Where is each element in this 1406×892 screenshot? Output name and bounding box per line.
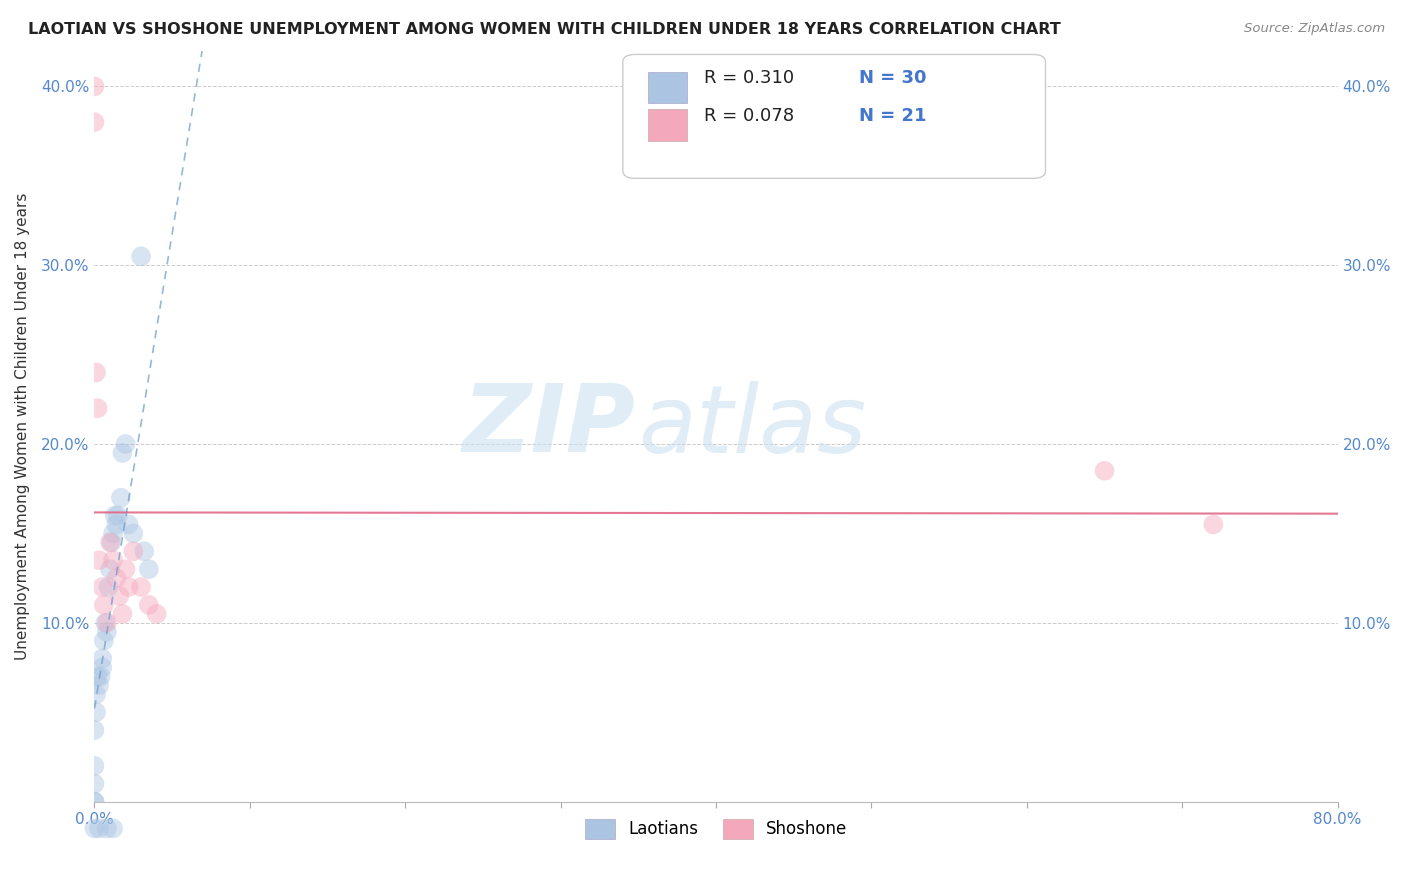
Point [96, 615, 118, 630]
Point [122, 544, 145, 558]
FancyBboxPatch shape [648, 109, 688, 141]
Point [101, 553, 124, 567]
Point [89, 678, 111, 692]
Point [86, 401, 108, 416]
Point [86, 669, 108, 683]
Point [94, 615, 117, 630]
Point [91, 580, 114, 594]
Point [98, 562, 121, 576]
Point [114, 562, 136, 576]
Text: LAOTIAN VS SHOSHONE UNEMPLOYMENT AMONG WOMEN WITH CHILDREN UNDER 18 YEARS CORREL: LAOTIAN VS SHOSHONE UNEMPLOYMENT AMONG W… [28, 22, 1062, 37]
Y-axis label: Unemployment Among Women with Children Under 18 years: Unemployment Among Women with Children U… [15, 193, 30, 660]
Text: atlas: atlas [638, 381, 866, 472]
Point [114, 437, 136, 451]
Point [105, 517, 128, 532]
Text: R = 0.310: R = 0.310 [703, 70, 794, 87]
Point [145, 607, 167, 621]
Point [91, 660, 114, 674]
Point [129, 249, 152, 263]
Point [138, 562, 160, 576]
Point [83, 115, 105, 129]
Point [83, 795, 105, 809]
Point [134, 544, 156, 558]
Point [101, 822, 124, 836]
Point [83, 777, 105, 791]
Text: Source: ZipAtlas.com: Source: ZipAtlas.com [1244, 22, 1385, 36]
Point [84, 366, 107, 380]
Point [118, 580, 141, 594]
Point [91, 651, 114, 665]
Point [93, 598, 115, 612]
Point [96, 624, 118, 639]
Point [1094, 464, 1116, 478]
Point [90, 669, 112, 683]
Point [104, 508, 127, 523]
Point [89, 553, 111, 567]
Point [83, 795, 105, 809]
Point [100, 535, 122, 549]
Point [83, 759, 105, 773]
Point [89, 822, 111, 836]
Point [101, 526, 124, 541]
FancyBboxPatch shape [623, 54, 1046, 178]
Point [105, 571, 128, 585]
Text: N = 30: N = 30 [859, 70, 927, 87]
Point [129, 580, 152, 594]
Point [110, 491, 132, 505]
FancyBboxPatch shape [648, 71, 688, 103]
Point [108, 589, 131, 603]
Point [96, 822, 118, 836]
Point [83, 79, 105, 94]
Point [118, 517, 141, 532]
Point [111, 446, 134, 460]
Point [122, 526, 145, 541]
Text: ZIP: ZIP [463, 380, 636, 472]
Point [83, 822, 105, 836]
Legend: Laotians, Shoshone: Laotians, Shoshone [578, 812, 855, 846]
Text: R = 0.078: R = 0.078 [703, 107, 794, 125]
Point [111, 607, 134, 621]
Text: N = 21: N = 21 [859, 107, 927, 125]
Point [83, 723, 105, 737]
Point [1202, 517, 1225, 532]
Point [93, 633, 115, 648]
Point [84, 687, 107, 701]
Point [138, 598, 160, 612]
Point [97, 580, 120, 594]
Point [107, 508, 129, 523]
Point [84, 705, 107, 719]
Point [98, 535, 121, 549]
